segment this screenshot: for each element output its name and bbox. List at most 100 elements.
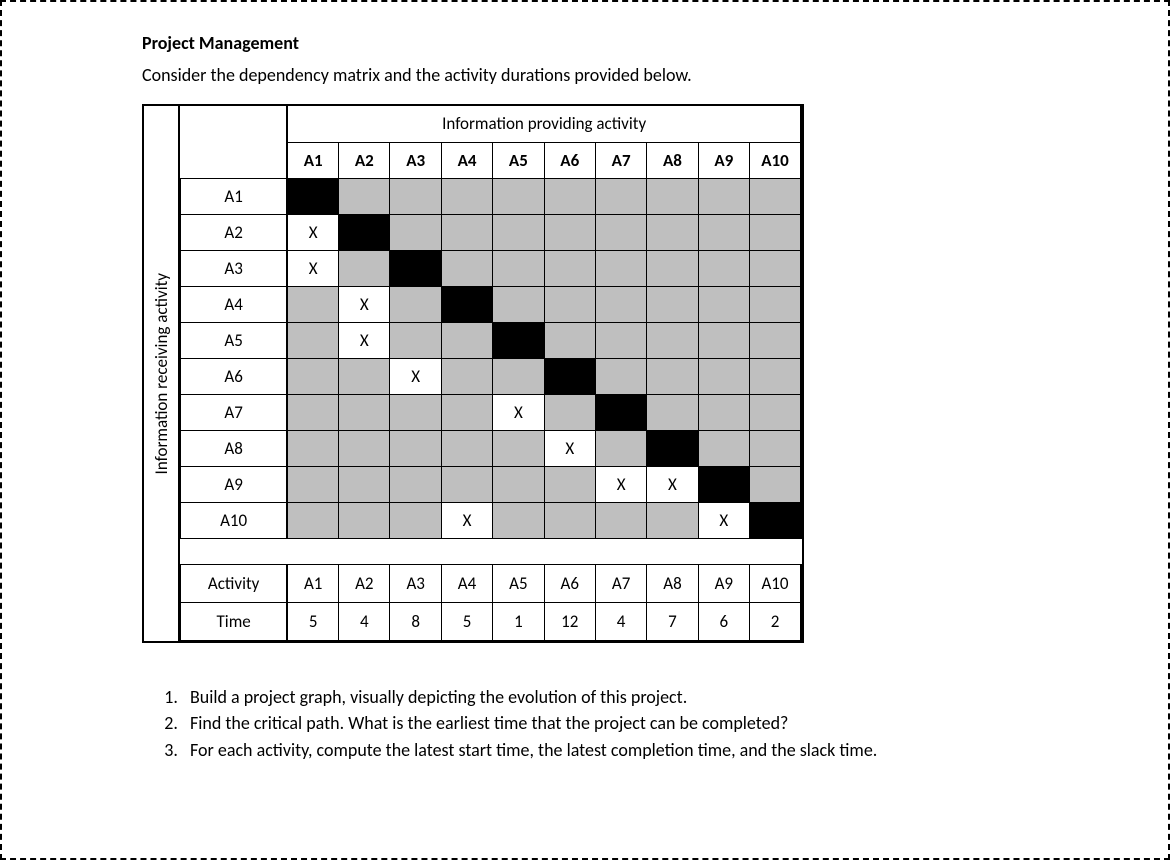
matrix-cell bbox=[750, 394, 802, 430]
matrix-cell bbox=[287, 430, 338, 466]
section-title: Project Management bbox=[142, 32, 1028, 54]
row-header: A3 bbox=[181, 250, 288, 286]
matrix-cell: X bbox=[647, 466, 698, 502]
time-value: 4 bbox=[339, 603, 390, 641]
matrix-cell bbox=[647, 286, 698, 322]
matrix-cell bbox=[287, 502, 338, 538]
matrix-cell bbox=[750, 358, 802, 394]
activity-col: A2 bbox=[339, 565, 390, 603]
col-header: A9 bbox=[698, 142, 749, 178]
matrix-cell bbox=[698, 394, 749, 430]
matrix-cell bbox=[493, 322, 544, 358]
row-header: A8 bbox=[181, 430, 288, 466]
matrix-cell bbox=[647, 250, 698, 286]
activity-col: A8 bbox=[647, 565, 698, 603]
matrix-cell bbox=[339, 466, 390, 502]
matrix-cell bbox=[544, 466, 595, 502]
time-table: ActivityA1A2A3A4A5A6A7A8A9A10 Time548511… bbox=[180, 564, 802, 641]
matrix-cell bbox=[441, 286, 492, 322]
page: Project Management Consider the dependen… bbox=[0, 0, 1170, 860]
matrix-cell bbox=[750, 430, 802, 466]
corner-cell bbox=[181, 106, 288, 178]
time-value: 8 bbox=[390, 603, 441, 641]
time-value: 7 bbox=[647, 603, 698, 641]
matrix-cell bbox=[390, 502, 441, 538]
row-header: A4 bbox=[181, 286, 288, 322]
matrix-cell bbox=[544, 394, 595, 430]
matrix-cell bbox=[339, 502, 390, 538]
matrix-cell: X bbox=[339, 286, 390, 322]
matrix-cell bbox=[595, 322, 646, 358]
matrix-cell bbox=[493, 286, 544, 322]
matrix-cell bbox=[595, 394, 646, 430]
matrix-cell bbox=[544, 286, 595, 322]
matrix-cell bbox=[390, 466, 441, 502]
matrix-cell bbox=[287, 466, 338, 502]
matrix-cell bbox=[750, 214, 802, 250]
matrix-cell bbox=[750, 250, 802, 286]
col-header: A1 bbox=[287, 142, 338, 178]
matrix-cell bbox=[493, 502, 544, 538]
activity-col: A5 bbox=[493, 565, 544, 603]
col-header: A5 bbox=[493, 142, 544, 178]
matrix-cell bbox=[647, 322, 698, 358]
matrix-cell bbox=[698, 286, 749, 322]
matrix-cell bbox=[441, 322, 492, 358]
col-header: A8 bbox=[647, 142, 698, 178]
matrix-cell bbox=[595, 430, 646, 466]
matrix-cell bbox=[441, 430, 492, 466]
matrix-cell bbox=[544, 214, 595, 250]
intro-text: Consider the dependency matrix and the a… bbox=[142, 64, 1028, 86]
matrix-cell bbox=[390, 286, 441, 322]
time-value: 5 bbox=[287, 603, 338, 641]
matrix-cell bbox=[595, 214, 646, 250]
matrix-cell bbox=[595, 250, 646, 286]
activity-label: Activity bbox=[181, 565, 288, 603]
time-value: 1 bbox=[493, 603, 544, 641]
question-item: Find the critical path. What is the earl… bbox=[182, 711, 1028, 735]
matrix-cell bbox=[698, 430, 749, 466]
matrix-cell bbox=[390, 430, 441, 466]
matrix-cell bbox=[698, 466, 749, 502]
row-header: A1 bbox=[181, 178, 288, 214]
matrix-cell: X bbox=[287, 214, 338, 250]
matrix-cell bbox=[493, 358, 544, 394]
matrix-cell: X bbox=[493, 394, 544, 430]
col-header: A7 bbox=[595, 142, 646, 178]
matrix-cell bbox=[441, 394, 492, 430]
matrix-cell bbox=[544, 322, 595, 358]
col-header: A2 bbox=[339, 142, 390, 178]
matrix-cell bbox=[647, 430, 698, 466]
matrix-cell bbox=[493, 466, 544, 502]
matrix-cell bbox=[287, 358, 338, 394]
matrix-cell bbox=[390, 214, 441, 250]
matrix-cell bbox=[493, 178, 544, 214]
matrix-cell bbox=[698, 214, 749, 250]
col-header: A3 bbox=[390, 142, 441, 178]
matrix-cell bbox=[750, 502, 802, 538]
matrix-cell: X bbox=[441, 502, 492, 538]
matrix-cell bbox=[647, 214, 698, 250]
time-value: 6 bbox=[698, 603, 749, 641]
matrix-cell bbox=[544, 178, 595, 214]
matrix-cell bbox=[339, 358, 390, 394]
matrix-cell bbox=[750, 286, 802, 322]
activity-col: A4 bbox=[441, 565, 492, 603]
activity-col: A10 bbox=[750, 565, 802, 603]
matrix-cell bbox=[698, 178, 749, 214]
activity-col: A6 bbox=[544, 565, 595, 603]
matrix-cell bbox=[287, 178, 338, 214]
matrix-cell bbox=[339, 394, 390, 430]
col-header: A4 bbox=[441, 142, 492, 178]
matrix-cell bbox=[595, 358, 646, 394]
matrix-cell bbox=[339, 214, 390, 250]
activity-col: A3 bbox=[390, 565, 441, 603]
question-list: Build a project graph, visually depictin… bbox=[142, 685, 1028, 762]
side-label-cell: Information receiving activity bbox=[144, 106, 180, 641]
matrix-cell bbox=[595, 178, 646, 214]
matrix-cell bbox=[750, 322, 802, 358]
matrix-cell bbox=[339, 178, 390, 214]
question-item: For each activity, compute the latest st… bbox=[182, 738, 1028, 762]
matrix-cell bbox=[544, 502, 595, 538]
activity-col: A9 bbox=[698, 565, 749, 603]
